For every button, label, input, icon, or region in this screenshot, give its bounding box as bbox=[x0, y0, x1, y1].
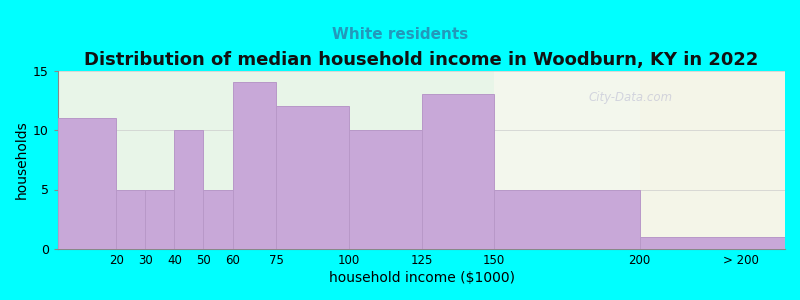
Bar bbox=[494, 190, 640, 249]
Bar bbox=[640, 70, 785, 249]
Bar bbox=[640, 237, 785, 249]
Bar bbox=[276, 106, 349, 249]
Text: White residents: White residents bbox=[332, 27, 468, 42]
Bar bbox=[116, 190, 146, 249]
Bar bbox=[174, 130, 203, 249]
X-axis label: household income ($1000): household income ($1000) bbox=[329, 271, 514, 285]
Bar bbox=[349, 130, 422, 249]
Y-axis label: households: households bbox=[15, 120, 29, 199]
Bar bbox=[233, 82, 276, 249]
Bar bbox=[146, 190, 174, 249]
Bar bbox=[422, 94, 494, 249]
Title: Distribution of median household income in Woodburn, KY in 2022: Distribution of median household income … bbox=[84, 51, 758, 69]
Bar bbox=[203, 190, 233, 249]
Text: City-Data.com: City-Data.com bbox=[589, 91, 673, 104]
Bar bbox=[58, 118, 116, 249]
Bar bbox=[494, 70, 785, 249]
